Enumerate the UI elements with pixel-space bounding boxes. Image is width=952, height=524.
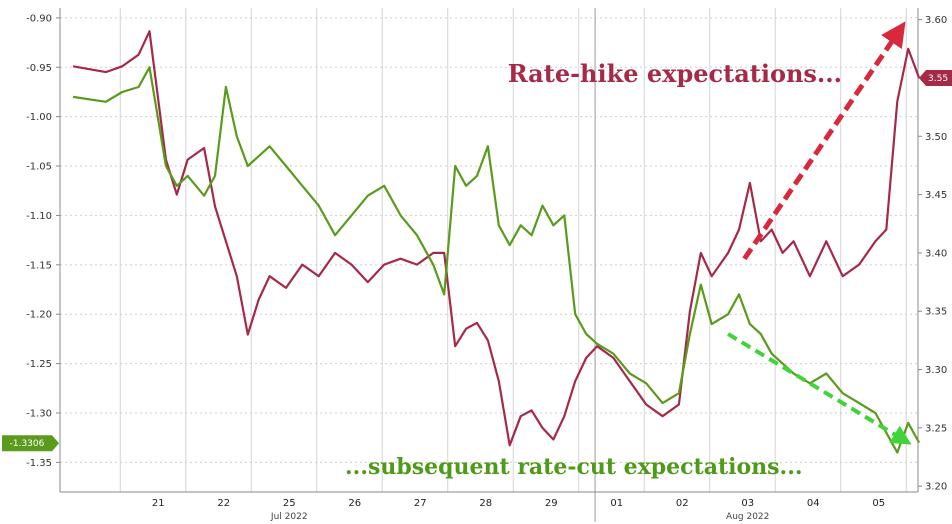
right-last-value-label: 3.55: [928, 74, 948, 84]
x-axis: 21 22 25 26 27 28 29 01 02 03 04 05 Jul 2022 Aug 2022: [152, 498, 885, 522]
x-tick-label: 29: [545, 498, 558, 509]
right-tick-label: 3.35: [925, 307, 947, 318]
right-tick-label: 3.60: [925, 15, 947, 26]
left-tick-label: -1.00: [26, 112, 52, 123]
rate-hike-annotation: Rate-hike expectations...: [508, 59, 842, 88]
right-axis: 3.60 3.55 3.50 3.45 3.40 3.35 3.30 3.25 3.20: [918, 15, 947, 493]
right-tick-label: 3.50: [925, 132, 947, 143]
annotation-layer: Rate-hike expectations... ...subsequent r…: [345, 21, 912, 480]
left-tick-label: -1.20: [26, 310, 52, 321]
right-tick-label: 3.20: [925, 482, 947, 493]
right-tick-label: 3.25: [925, 423, 947, 434]
left-tick-label: -1.15: [26, 260, 52, 271]
left-tick-label: -1.30: [26, 408, 52, 419]
left-tick-label: -1.05: [26, 162, 52, 173]
series-line-red: [72, 30, 921, 447]
rate-hike-arrow: [742, 21, 906, 261]
badge-layer: -1.3306 3.55: [2, 69, 952, 452]
left-tick-label: -0.95: [26, 63, 52, 74]
left-last-value-label: -1.3306: [10, 439, 45, 449]
left-tick-label: -1.35: [26, 458, 52, 469]
x-tick-label: 04: [807, 498, 820, 509]
month-label: Aug 2022: [726, 512, 769, 522]
left-axis: -0.90 -0.95 -1.00 -1.05 -1.10 -1.15 -1.20 -1.25…: [26, 13, 60, 469]
x-tick-label: 01: [610, 498, 623, 509]
rate-cut-annotation: ...subsequent rate-cut expectations...: [345, 454, 803, 480]
right-tick-label: 3.45: [925, 190, 947, 201]
left-tick-label: -1.10: [26, 211, 52, 222]
x-tick-label: 22: [217, 498, 230, 509]
x-tick-label: 05: [872, 498, 885, 509]
x-tick-label: 27: [414, 498, 427, 509]
series-layer: [72, 30, 921, 454]
rate-cut-arrow: [727, 332, 912, 445]
x-tick-label: 28: [479, 498, 492, 509]
x-tick-label: 03: [741, 498, 754, 509]
right-last-value-badge: [919, 69, 952, 86]
month-label: Jul 2022: [270, 512, 308, 522]
series-line-green: [72, 66, 921, 454]
left-tick-label: -1.25: [26, 359, 52, 370]
x-tick-label: 02: [676, 498, 689, 509]
right-tick-label: 3.40: [925, 248, 947, 259]
x-tick-label: 26: [348, 498, 361, 509]
left-tick-label: -0.90: [26, 13, 52, 24]
left-last-value-badge: [2, 435, 59, 452]
x-tick-label: 21: [152, 498, 165, 509]
x-tick-label: 25: [283, 498, 296, 509]
right-tick-label: 3.30: [925, 365, 947, 376]
